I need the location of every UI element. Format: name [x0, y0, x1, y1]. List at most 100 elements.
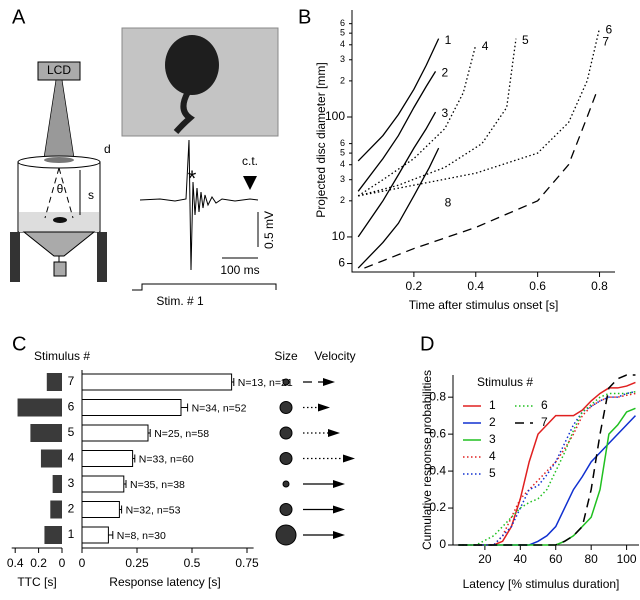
bar-label: N=13, n=21 [238, 377, 293, 389]
bar-label: N=8, n=30 [117, 530, 166, 542]
arrow-head [333, 531, 345, 539]
stand [10, 232, 20, 282]
bar [81, 424, 149, 442]
bar [81, 450, 134, 467]
y-tick-label: 2 [340, 75, 345, 85]
series-line [357, 71, 437, 192]
legend-label: 5 [489, 466, 496, 480]
arrow-head [343, 454, 355, 463]
stand [97, 232, 107, 282]
series-label: 1 [445, 33, 452, 47]
y-tick-label: 6 [340, 18, 345, 28]
x-tick-label: 40 [514, 552, 528, 566]
legend-label: 2 [489, 415, 496, 429]
y-tick-label: 2 [340, 195, 345, 205]
x-tick-label: 80 [584, 552, 598, 566]
x-tick-label: 0.6 [529, 279, 546, 293]
size-dot [275, 524, 297, 546]
size-dot [279, 452, 293, 465]
bar [50, 500, 62, 519]
y-tick-label: 3 [340, 174, 345, 184]
legend-label: 1 [489, 398, 496, 412]
bar [17, 398, 62, 417]
legend-title: Stimulus # [477, 375, 533, 389]
series-label: 7 [602, 35, 609, 49]
category-label: 5 [68, 425, 75, 439]
arrow-head [318, 403, 330, 412]
bar-label: N=32, n=53 [126, 504, 181, 516]
scale-bars [222, 212, 259, 259]
bar-label: N=25, n=58 [154, 428, 209, 440]
cone [43, 79, 75, 159]
ct-arrow [243, 176, 257, 190]
x-tick-label: 0.8 [591, 279, 608, 293]
size-dot [279, 426, 293, 440]
x-axis-label: Time after stimulus onset [s] [409, 298, 559, 312]
x-axis-label: Latency [% stimulus duration] [463, 577, 620, 591]
s-label: s [88, 188, 94, 202]
category-label: 2 [68, 502, 75, 516]
x-tick-label: 0.2 [30, 556, 47, 570]
y-axis-label: Projected disc diameter [mm] [314, 62, 328, 217]
category-label: 6 [68, 400, 75, 414]
y-tick-label: 5 [340, 28, 345, 38]
scale-mv: 0.5 mV [262, 211, 276, 249]
bar [81, 501, 120, 518]
panel-label: A [12, 6, 26, 28]
column-header: Velocity [314, 349, 355, 363]
star: * [188, 166, 197, 191]
series-line [357, 38, 440, 162]
series-line [364, 92, 598, 269]
bar [81, 526, 109, 544]
legend-label: 7 [541, 415, 548, 429]
series-label: 6 [606, 22, 613, 36]
fish [53, 217, 67, 223]
x-tick-label: 100 [617, 552, 637, 566]
x-tick-label: 0.5 [184, 556, 201, 570]
y-tick-label: 0.4 [429, 463, 446, 477]
scale-ms: 100 ms [220, 263, 259, 277]
panel-label: C [12, 333, 26, 355]
y-tick-label: 5 [340, 147, 345, 157]
disc-image [44, 157, 74, 163]
arrow-head [333, 480, 345, 488]
bar [81, 399, 182, 416]
legend-label: 3 [489, 432, 496, 446]
size-dot [282, 480, 290, 488]
series-label: 8 [445, 195, 452, 209]
x-tick-label: 0.25 [125, 556, 149, 570]
ct-label: c.t. [242, 154, 258, 168]
arrow-head [328, 429, 340, 437]
y-tick-label: 4 [340, 39, 345, 49]
trace [139, 139, 259, 271]
view-lines [44, 167, 74, 219]
bar-label: N=35, n=38 [130, 479, 185, 491]
photo-fish [165, 35, 219, 95]
y-tick-label: 10 [332, 229, 346, 243]
series-line [458, 374, 636, 546]
bar [81, 373, 233, 391]
category-label: 4 [68, 451, 75, 465]
funnel [22, 231, 96, 257]
size-dot [279, 503, 293, 516]
series-label: 5 [522, 33, 529, 47]
y-axis-label: Cumulative response probabilities [420, 370, 434, 550]
panel-label: D [420, 333, 434, 355]
photo-tail [173, 90, 195, 134]
bar-label: N=34, n=52 [192, 402, 247, 414]
x-tick-label: 0.4 [467, 279, 484, 293]
size-dot [282, 378, 290, 386]
bar [81, 475, 125, 493]
bar [44, 526, 62, 544]
series-line [458, 390, 636, 546]
lcd-label: LCD [47, 63, 71, 77]
legend-title: Stimulus # [34, 349, 90, 363]
bar [40, 449, 62, 468]
x-axis-label: TTC [s] [17, 575, 56, 589]
y-tick-label: 6 [338, 256, 345, 270]
size-dot [279, 401, 293, 414]
bar [52, 475, 62, 493]
series-label: 2 [442, 66, 449, 80]
x-tick-label: 0.2 [406, 279, 423, 293]
